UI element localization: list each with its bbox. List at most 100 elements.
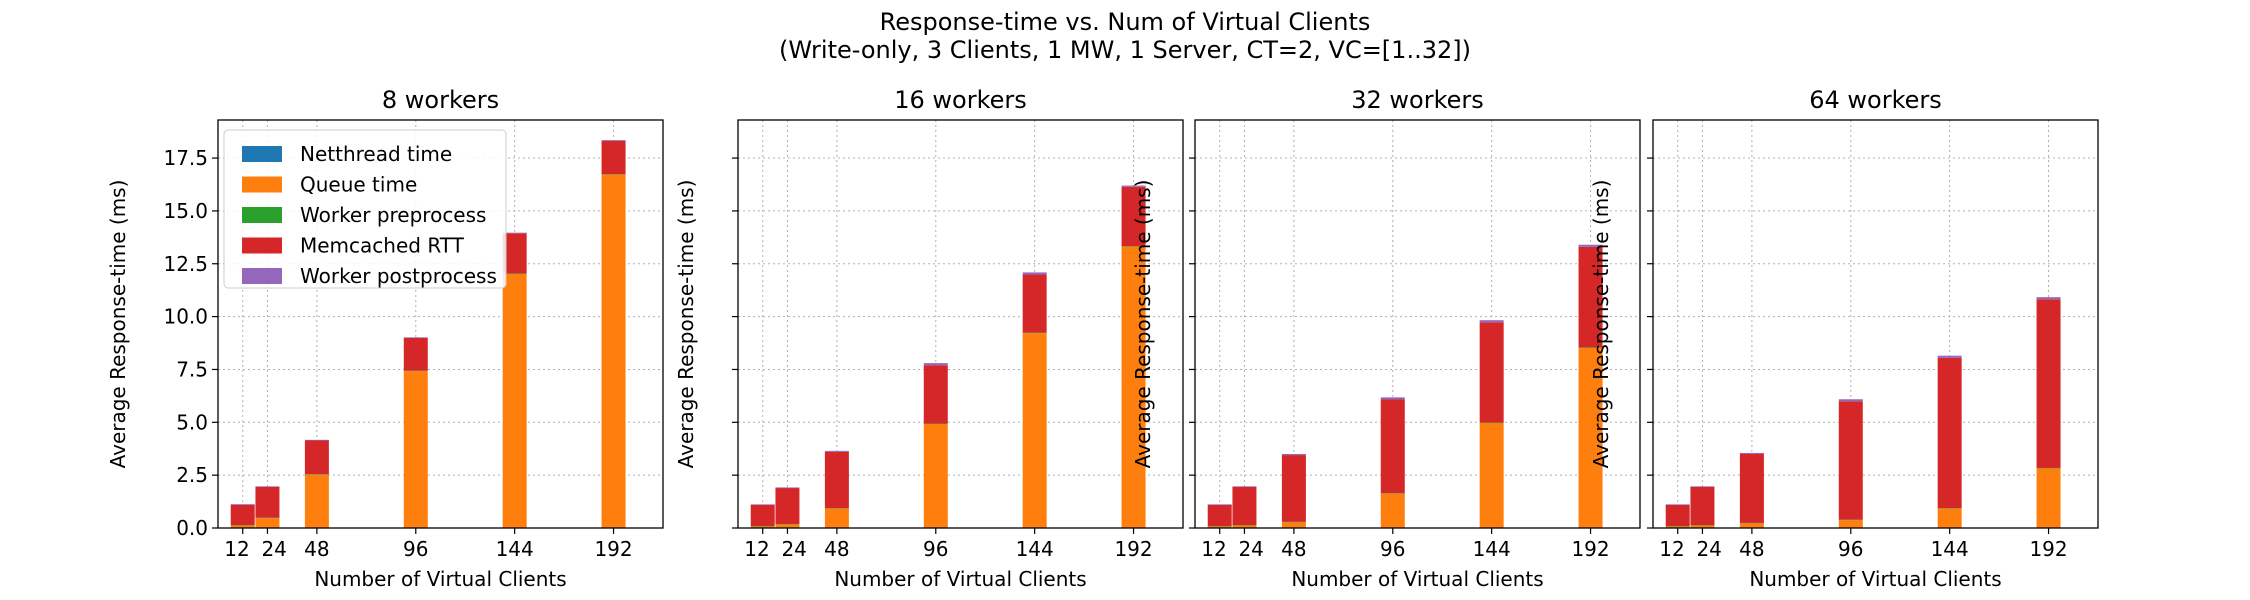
- bar-segment-memcached-rtt: [255, 486, 280, 518]
- bar-segment-worker-postprocess: [1232, 486, 1257, 487]
- bar-segment-memcached-rtt: [403, 337, 428, 371]
- bar-segment-queue-time: [1937, 508, 1962, 528]
- bar-segment-memcached-rtt: [750, 504, 775, 527]
- bar-segment-queue-time: [1665, 526, 1690, 528]
- bar-segment-queue-time: [1281, 522, 1306, 528]
- y-axis-label: Average Response-time (ms): [106, 180, 130, 469]
- bar-segment-memcached-rtt: [1232, 486, 1257, 526]
- x-tick-label: 48: [1281, 537, 1306, 561]
- figure-title-line-2: (Write-only, 3 Clients, 1 MW, 1 Server, …: [779, 36, 1471, 64]
- x-tick-label: 144: [496, 537, 534, 561]
- x-tick-label: 144: [1931, 537, 1969, 561]
- x-axis-label: Number of Virtual Clients: [1749, 567, 2001, 591]
- bar-segment-worker-postprocess: [2036, 297, 2061, 300]
- bar-segment-queue-time: [1022, 333, 1047, 528]
- bar-segment-memcached-rtt: [923, 365, 948, 424]
- x-tick-label: 12: [1659, 537, 1684, 561]
- chart-panels: 0.02.55.07.510.012.515.017.512 24 48 96 144 1…: [106, 86, 2099, 591]
- legend-swatch: [242, 146, 282, 162]
- x-tick-label: 96: [1838, 537, 1863, 561]
- bar-segment-queue-time: [403, 371, 428, 528]
- axes-frame: [217, 119, 664, 529]
- x-axis-label: Number of Virtual Clients: [1291, 567, 1543, 591]
- y-tick-label: 7.5: [176, 357, 208, 381]
- x-tick-label: 96: [403, 537, 428, 561]
- chart-panel-2: 12 24 48 96 144 192 16 workers Number of Virtua…: [674, 86, 1184, 591]
- axes-frame: [737, 119, 1184, 529]
- bar-segment-memcached-rtt: [601, 140, 626, 175]
- bar-segment-queue-time: [1121, 246, 1146, 528]
- bar-segment-queue-time: [601, 174, 626, 528]
- bar-segment-worker-postprocess: [1665, 504, 1690, 505]
- bar-segment-queue-time: [824, 508, 849, 528]
- bar-segment-memcached-rtt: [1578, 246, 1603, 348]
- x-tick-label: 96: [923, 537, 948, 561]
- chart-panel-3: 12 24 48 96 144 192 32 workers Number of Virtua…: [1131, 86, 1641, 591]
- figure-title-line-1: Response-time vs. Num of Virtual Clients: [880, 8, 1371, 36]
- bar-segment-queue-time: [1838, 520, 1863, 528]
- bar-segment-memcached-rtt: [1121, 186, 1146, 246]
- bar-segment-worker-postprocess: [230, 504, 255, 505]
- y-axis-label: Average Response-time (ms): [674, 180, 698, 469]
- y-tick-label: 15.0: [163, 199, 208, 223]
- bar-segment-queue-time: [1232, 525, 1257, 528]
- legend-swatch: [242, 207, 282, 223]
- bar-segment-memcached-rtt: [1838, 401, 1863, 520]
- bar-segment-memcached-rtt: [1690, 486, 1715, 526]
- legend-swatch: [242, 237, 282, 254]
- bar-segment-worker-postprocess: [403, 337, 428, 338]
- bar-segment-queue-time: [1479, 422, 1504, 528]
- x-tick-label: 24: [781, 537, 806, 561]
- bar-segment-worker-postprocess: [1578, 244, 1603, 247]
- bar-segment-worker-postprocess: [1479, 320, 1504, 323]
- bar-segment-worker-postprocess: [304, 439, 329, 441]
- x-tick-label: 144: [1016, 537, 1054, 561]
- y-tick-label: 5.0: [176, 410, 208, 434]
- panel-title: 16 workers: [894, 86, 1027, 114]
- bar-segment-worker-postprocess: [1121, 185, 1146, 187]
- chart-panel-1: 0.0 2.5 5.0 7.5 10.0 12.5 15.0 17.5 12 24 48 96 144 1…: [106, 86, 664, 591]
- bar-segment-worker-postprocess: [1022, 272, 1047, 275]
- bar-segment-queue-time: [1380, 493, 1405, 528]
- bar-segment-memcached-rtt: [824, 451, 849, 509]
- legend-label: Netthread time: [300, 142, 452, 166]
- x-tick-label: 48: [304, 537, 329, 561]
- legend-swatch: [242, 268, 282, 284]
- bar-segment-memcached-rtt: [304, 440, 329, 475]
- bar-segment-memcached-rtt: [1207, 504, 1232, 527]
- x-tick-label: 48: [824, 537, 849, 561]
- bar-segment-queue-time: [750, 526, 775, 528]
- bar-segment-worker-postprocess: [775, 487, 800, 489]
- x-tick-label: 24: [261, 537, 286, 561]
- bar-segment-worker-postprocess: [502, 232, 527, 234]
- bar-segment-queue-time: [304, 474, 329, 528]
- legend-label: Worker postprocess: [300, 264, 497, 288]
- bar-segment-worker-postprocess: [1739, 452, 1764, 455]
- y-tick-label: 12.5: [163, 252, 208, 276]
- bar-segment-worker-postprocess: [923, 363, 948, 366]
- bar-segment-queue-time: [255, 518, 280, 528]
- y-tick-label: 17.5: [163, 146, 208, 170]
- bar-segment-memcached-rtt: [1281, 455, 1306, 522]
- axes-frame: [1194, 119, 1641, 529]
- bar-segment-queue-time: [1207, 526, 1232, 528]
- x-tick-label: 24: [1696, 537, 1721, 561]
- bar-segment-queue-time: [1578, 347, 1603, 528]
- bar-segment-worker-postprocess: [1690, 486, 1715, 487]
- bar-segment-queue-time: [1690, 525, 1715, 528]
- x-tick-label: 48: [1739, 537, 1764, 561]
- y-axis-label: Average Response-time (ms): [1589, 180, 1613, 469]
- bar-segment-memcached-rtt: [1665, 504, 1690, 527]
- x-tick-label: 24: [1238, 537, 1263, 561]
- bar-segment-queue-time: [502, 273, 527, 528]
- x-tick-label: 96: [1380, 537, 1405, 561]
- bar-segment-memcached-rtt: [1380, 399, 1405, 494]
- bar-segment-memcached-rtt: [230, 504, 255, 526]
- x-axis-label: Number of Virtual Clients: [834, 567, 1086, 591]
- bar-segment-queue-time: [2036, 468, 2061, 528]
- legend: Netthread time Queue time Worker preproces…: [223, 129, 507, 289]
- x-axis-label: Number of Virtual Clients: [314, 567, 566, 591]
- bar-segment-worker-postprocess: [1207, 504, 1232, 505]
- bar-segment-worker-postprocess: [824, 450, 849, 452]
- bar-segment-queue-time: [775, 524, 800, 528]
